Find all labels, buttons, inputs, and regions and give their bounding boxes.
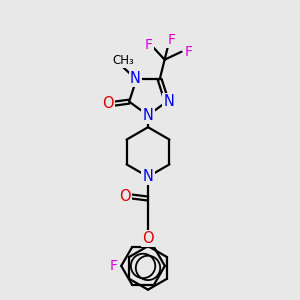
Text: N: N	[130, 71, 141, 86]
Text: CH₃: CH₃	[112, 54, 134, 67]
Text: F: F	[109, 259, 117, 273]
Text: N: N	[164, 94, 174, 109]
Text: O: O	[119, 189, 131, 204]
Text: N: N	[142, 108, 154, 123]
Text: N: N	[142, 169, 154, 184]
Text: F: F	[168, 33, 176, 47]
Text: O: O	[142, 231, 154, 246]
Text: F: F	[184, 45, 192, 59]
Text: O: O	[103, 96, 114, 111]
Text: F: F	[145, 38, 153, 52]
